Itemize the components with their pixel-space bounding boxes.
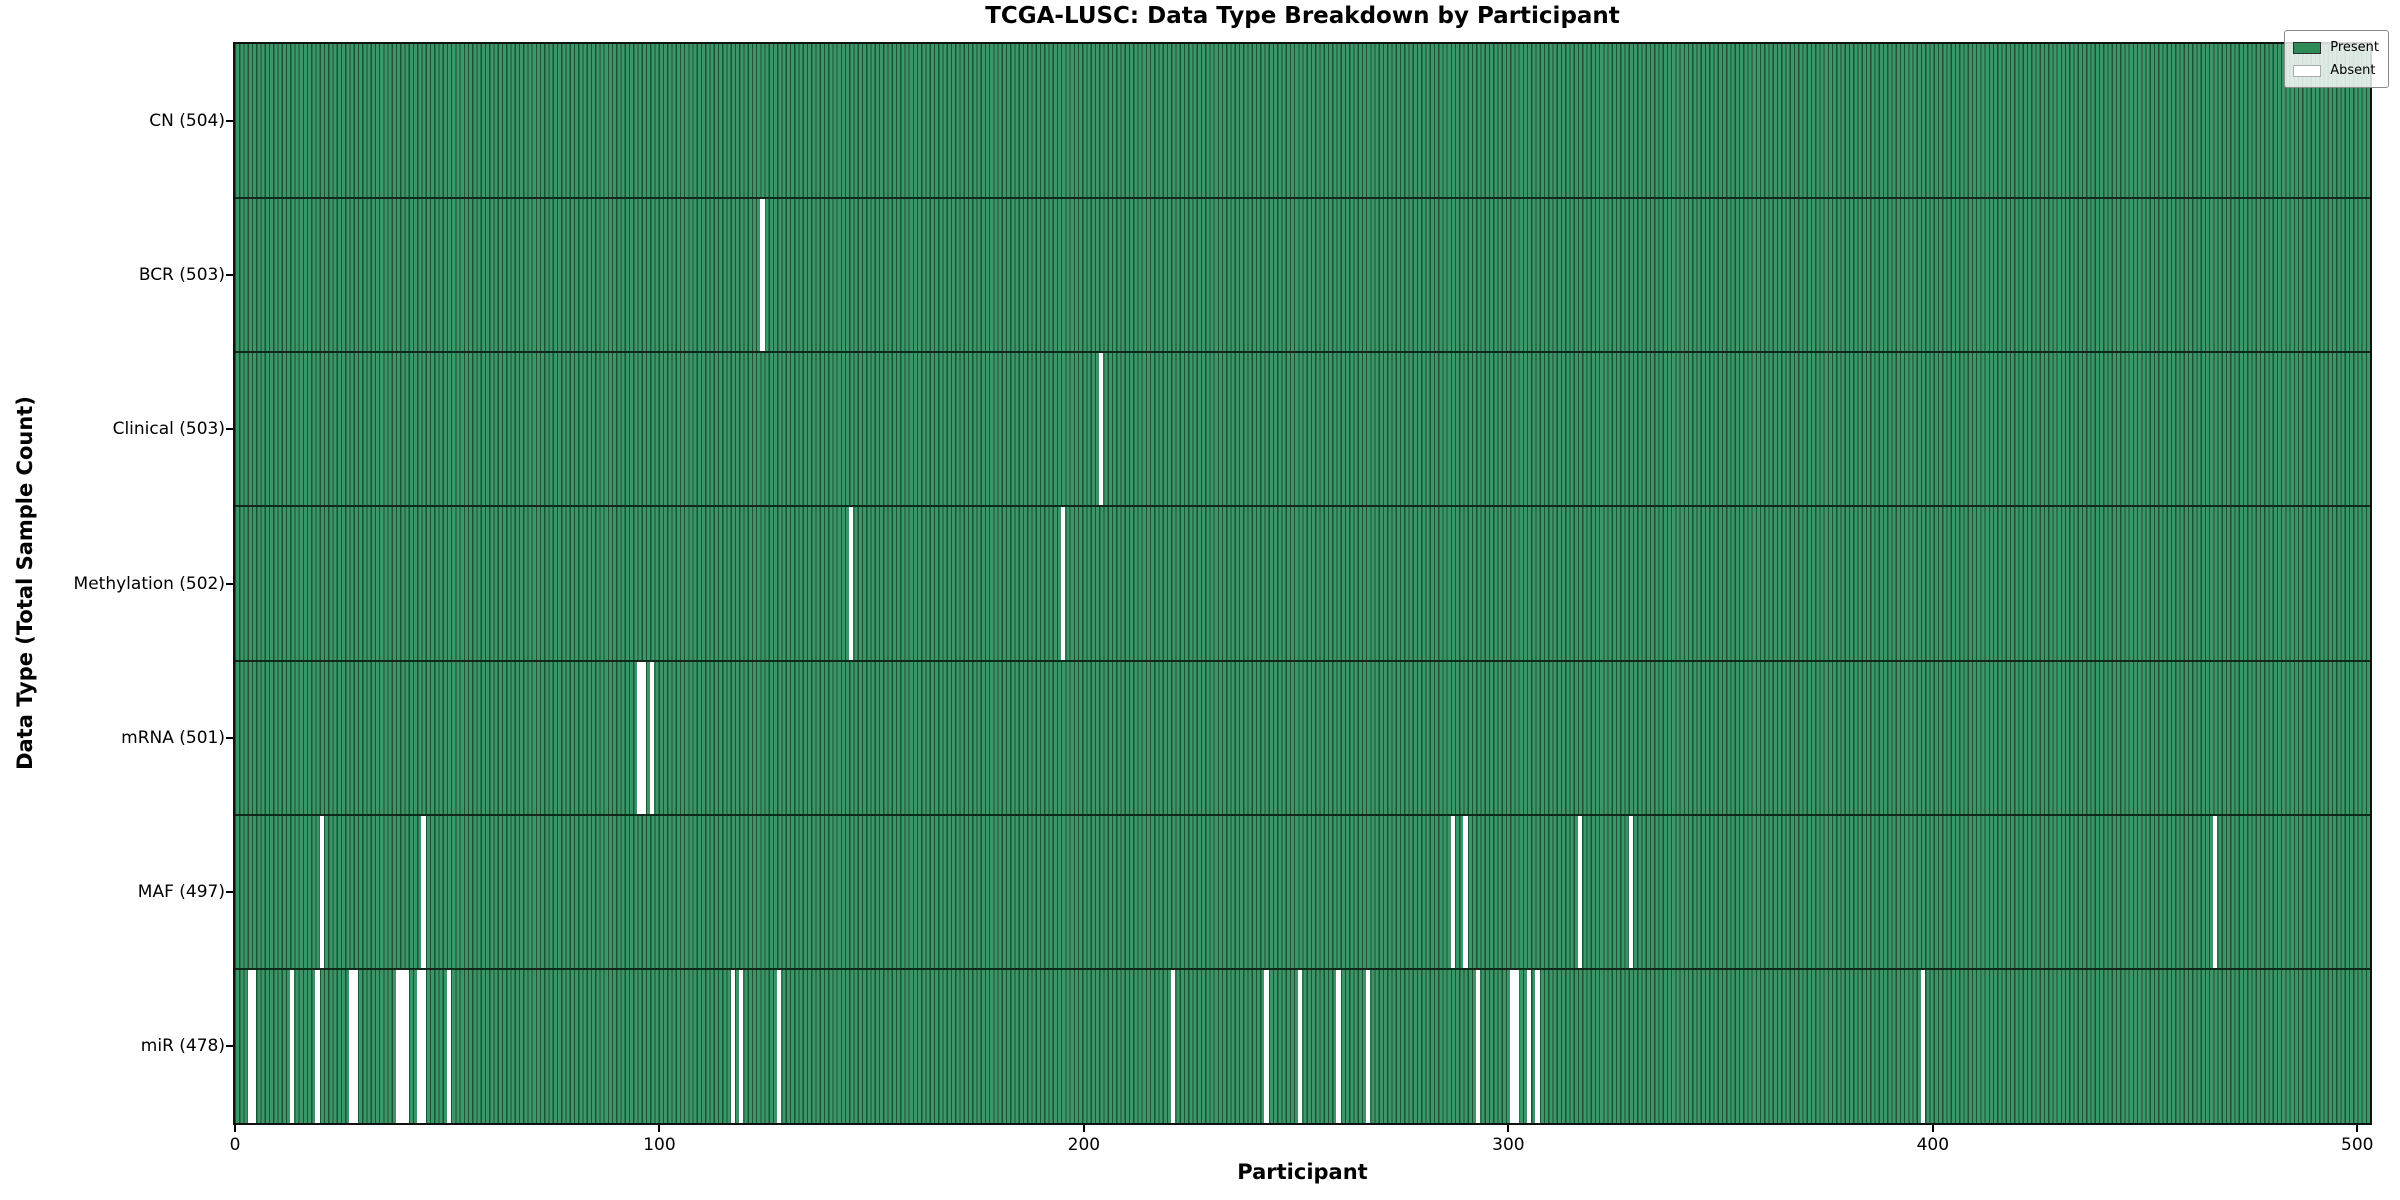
y-tick-mark — [226, 582, 233, 585]
absent-gap — [1099, 352, 1104, 507]
absent-gap — [290, 968, 295, 1123]
x-tick-label: 300 — [1492, 1135, 1525, 1155]
absent-gap — [417, 968, 422, 1123]
y-tick-label-BCR: BCR (503) — [138, 265, 225, 286]
y-tick-label-miR: miR (478) — [140, 1035, 225, 1056]
absent-gap — [1264, 968, 1269, 1123]
legend-label: Present — [2330, 40, 2379, 55]
row-Clinical — [235, 352, 2370, 507]
legend-label: Absent — [2330, 63, 2376, 78]
y-tick-mark — [226, 274, 233, 277]
x-tick-label: 500 — [2341, 1135, 2374, 1155]
x-tick-mark — [1082, 1125, 1085, 1132]
y-tick-label-Clinical: Clinical (503) — [112, 419, 225, 440]
row-separator — [235, 967, 2370, 970]
y-tick-mark — [226, 736, 233, 739]
absent-gap — [251, 968, 257, 1123]
legend-item-absent: Absent — [2293, 59, 2379, 82]
x-tick-label: 400 — [1916, 1135, 1950, 1155]
x-tick-label: 100 — [643, 1135, 676, 1155]
absent-gap — [1476, 968, 1481, 1123]
absent-gap — [247, 968, 252, 1123]
absent-gap — [637, 660, 642, 815]
absent-gap — [1628, 814, 1633, 969]
y-tick-label-mRNA: mRNA (501) — [121, 727, 225, 748]
absent-gap — [777, 968, 782, 1123]
absent-swatch-icon — [2293, 64, 2322, 77]
absent-gap — [319, 814, 324, 969]
row-mRNA — [235, 660, 2370, 815]
present-swatch-icon — [2293, 41, 2322, 54]
absent-gap — [349, 968, 354, 1123]
absent-gap — [1510, 968, 1515, 1123]
absent-gap — [1535, 968, 1540, 1123]
y-tick-mark — [226, 890, 233, 893]
legend: Present Absent — [2284, 30, 2389, 88]
legend-item-present: Present — [2293, 36, 2379, 59]
absent-gap — [421, 814, 426, 969]
x-axis-label: Participant — [1237, 1160, 1368, 1184]
absent-gap — [1171, 968, 1176, 1123]
y-tick-label-MAF: MAF (497) — [137, 881, 225, 902]
absent-gap — [641, 660, 646, 815]
absent-gap — [1061, 506, 1066, 661]
absent-gap — [1450, 814, 1455, 969]
row-Methylation — [235, 506, 2370, 661]
row-BCR — [235, 198, 2370, 353]
y-tick-label-CN: CN (504) — [149, 111, 225, 132]
row-MAF — [235, 814, 2370, 969]
row-separator — [235, 659, 2370, 662]
absent-gap — [404, 968, 409, 1123]
absent-gap — [1920, 968, 1926, 1123]
absent-gap — [395, 968, 401, 1123]
absent-gap — [1366, 968, 1371, 1123]
y-tick-mark — [226, 1044, 233, 1047]
y-tick-mark — [226, 120, 233, 123]
absent-gap — [446, 968, 452, 1123]
absent-gap — [400, 968, 405, 1123]
absent-gap — [730, 968, 735, 1123]
absent-gap — [739, 968, 744, 1123]
absent-gap — [1336, 968, 1341, 1123]
absent-gap — [650, 660, 655, 815]
x-tick-mark — [234, 1125, 236, 1132]
absent-gap — [2213, 814, 2218, 969]
x-tick-mark — [2356, 1125, 2359, 1132]
x-tick-label: 200 — [1067, 1135, 1101, 1155]
plot-area — [233, 42, 2372, 1125]
absent-gap — [849, 506, 854, 661]
y-tick-label-Methylation: Methylation (502) — [73, 573, 225, 594]
absent-gap — [1527, 968, 1532, 1123]
row-separator — [235, 197, 2370, 200]
absent-gap — [315, 968, 320, 1123]
row-separator — [235, 505, 2370, 508]
row-CN — [235, 44, 2370, 198]
absent-gap — [353, 968, 358, 1123]
x-tick-mark — [1931, 1125, 1934, 1132]
row-separator — [235, 351, 2370, 354]
absent-gap — [1577, 814, 1583, 969]
absent-gap — [1463, 814, 1468, 969]
absent-gap — [1298, 968, 1303, 1123]
y-tick-mark — [226, 428, 233, 431]
row-miR — [235, 968, 2370, 1123]
x-tick-mark — [658, 1125, 661, 1132]
absent-gap — [421, 968, 426, 1123]
x-tick-label: 0 — [229, 1135, 241, 1155]
chart-title: TCGA-LUSC: Data Type Breakdown by Partic… — [985, 3, 1620, 29]
absent-gap — [760, 198, 765, 353]
absent-gap — [1514, 968, 1519, 1123]
x-tick-mark — [1507, 1125, 1510, 1132]
row-separator — [235, 813, 2370, 816]
